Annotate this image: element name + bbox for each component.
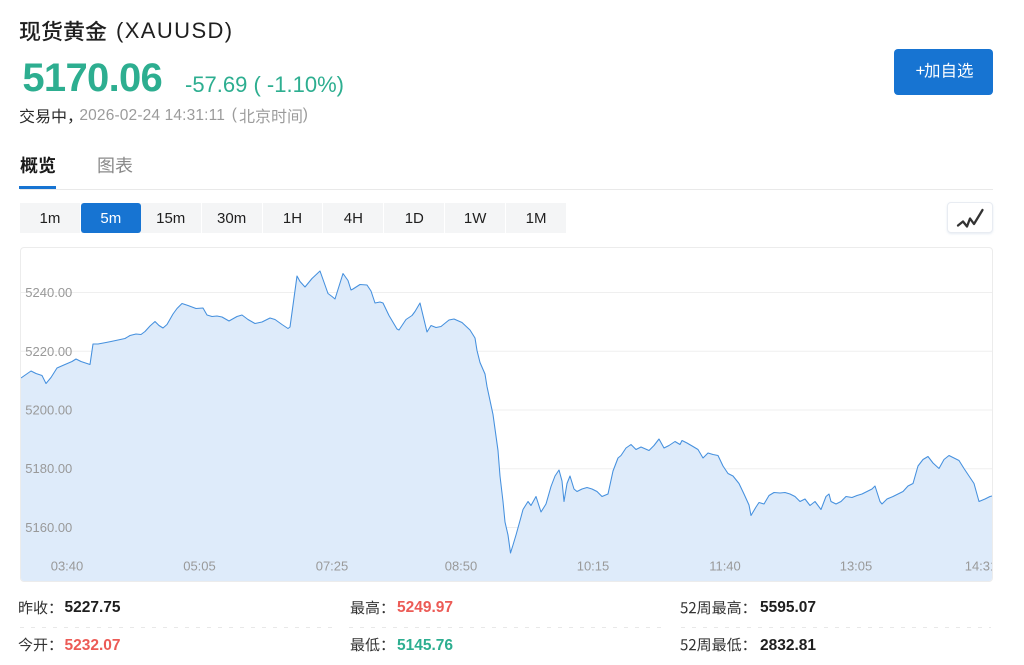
svg-text:5160.00: 5160.00 (25, 520, 72, 535)
svg-text:13:05: 13:05 (840, 559, 873, 574)
svg-text:5200.00: 5200.00 (25, 403, 72, 418)
svg-text:5220.00: 5220.00 (25, 344, 72, 359)
svg-text:5240.00: 5240.00 (25, 285, 72, 300)
svg-text:14:31: 14:31 (965, 559, 993, 574)
svg-text:05:05: 05:05 (183, 559, 216, 574)
svg-text:08:50: 08:50 (445, 559, 478, 574)
svg-text:10:15: 10:15 (577, 559, 610, 574)
svg-text:03:40: 03:40 (51, 559, 84, 574)
svg-text:5180.00: 5180.00 (25, 461, 72, 476)
svg-text:07:25: 07:25 (316, 559, 349, 574)
svg-text:11:40: 11:40 (709, 559, 741, 574)
